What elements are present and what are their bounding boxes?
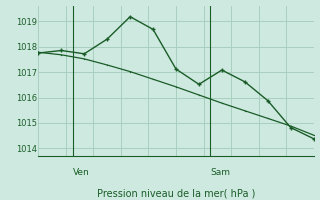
Text: Sam: Sam <box>211 168 230 177</box>
Text: Pression niveau de la mer( hPa ): Pression niveau de la mer( hPa ) <box>97 189 255 199</box>
Text: Ven: Ven <box>73 168 90 177</box>
